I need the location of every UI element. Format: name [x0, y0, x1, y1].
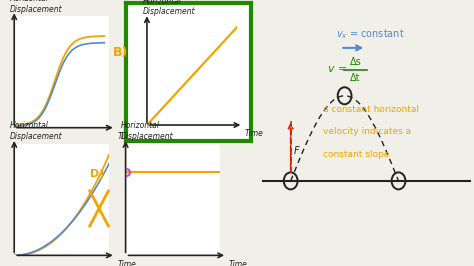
Text: D): D): [90, 169, 104, 179]
Text: a constant horizontal: a constant horizontal: [323, 105, 419, 114]
Text: Displacement: Displacement: [142, 7, 195, 16]
Text: Time: Time: [118, 132, 137, 141]
Text: Horizontal: Horizontal: [9, 121, 48, 130]
Text: constant slope: constant slope: [323, 150, 390, 159]
Text: $\mathit{v}$ =: $\mathit{v}$ =: [328, 64, 347, 74]
Text: Δt: Δt: [350, 73, 361, 83]
Text: $\mathit{v_x}$ = constant: $\mathit{v_x}$ = constant: [336, 27, 405, 41]
Text: Δs: Δs: [349, 57, 361, 67]
Text: Horizontal: Horizontal: [142, 0, 182, 6]
Text: Displacement: Displacement: [9, 5, 62, 14]
Text: Displacement: Displacement: [9, 132, 62, 142]
Text: Horizontal: Horizontal: [121, 121, 160, 130]
Text: velocity indicates a: velocity indicates a: [323, 127, 411, 136]
Text: Displacement: Displacement: [121, 132, 173, 142]
Text: F: F: [294, 146, 300, 156]
Text: Time: Time: [229, 260, 248, 266]
Text: B): B): [113, 46, 128, 59]
Text: Horizontal: Horizontal: [9, 0, 48, 3]
Text: Time: Time: [245, 129, 264, 138]
Text: Time: Time: [118, 260, 137, 266]
